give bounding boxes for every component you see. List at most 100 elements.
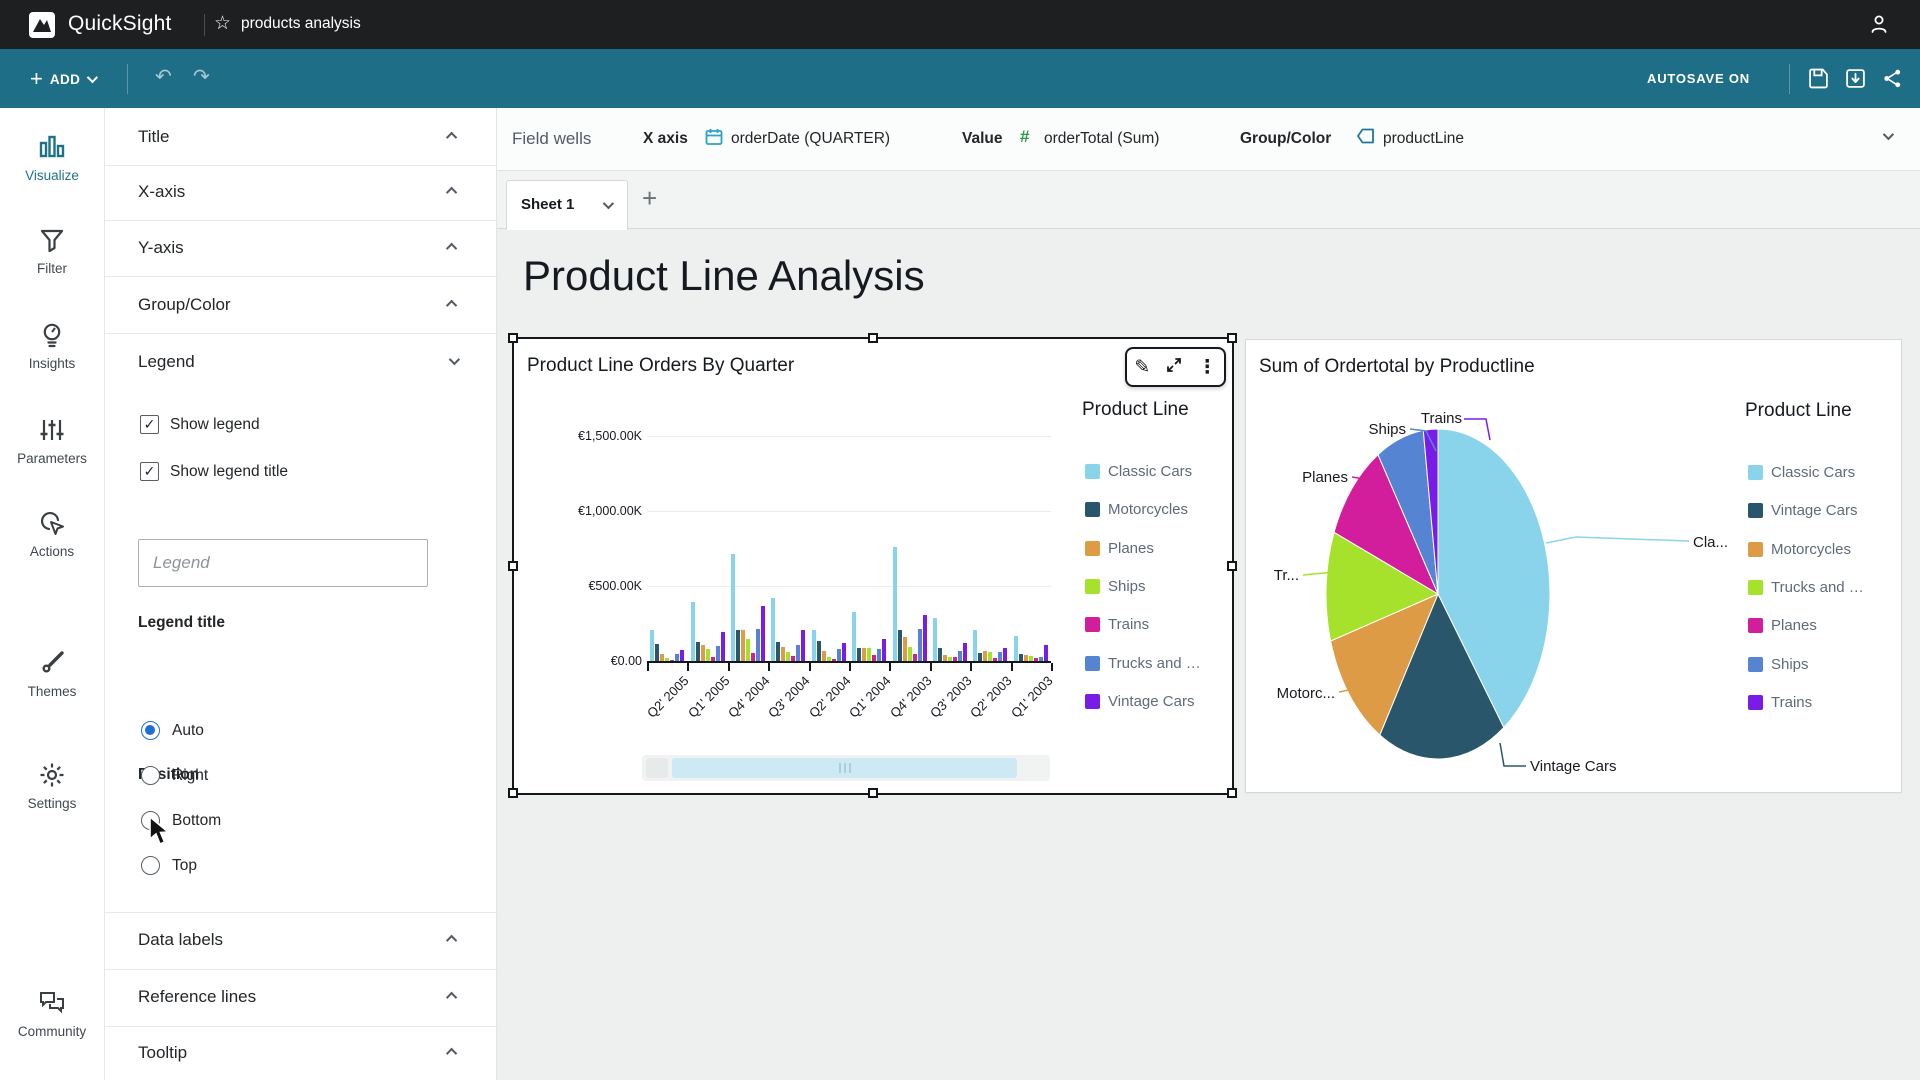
bar-classic-cars[interactable] xyxy=(771,598,776,661)
bar-ships[interactable] xyxy=(867,647,872,661)
panel-section-reference-lines[interactable]: Reference lines xyxy=(105,970,497,1026)
bar-classic-cars[interactable] xyxy=(973,629,978,661)
selection-handle[interactable] xyxy=(508,333,518,343)
bar-ships[interactable] xyxy=(947,656,952,661)
bar-legend-item[interactable]: Trains xyxy=(1085,616,1149,633)
bar-motorcycles[interactable] xyxy=(735,629,740,661)
bar-motorcycles[interactable] xyxy=(1018,654,1023,661)
bar-vintage-cars[interactable] xyxy=(882,638,887,661)
selection-handle[interactable] xyxy=(868,333,878,343)
save-icon[interactable] xyxy=(1808,68,1829,94)
field-wells-bar[interactable]: Field wells X axis orderDate (QUARTER) Val… xyxy=(497,108,1920,171)
share-icon[interactable] xyxy=(1882,68,1903,94)
add-button[interactable]: + ADD xyxy=(30,63,99,95)
bar-planes[interactable] xyxy=(781,646,786,661)
panel-section-x-axis[interactable]: X-axis xyxy=(105,165,497,221)
pie-legend-item[interactable]: Classic Cars xyxy=(1748,464,1855,481)
pie-chart-title[interactable]: Sum of Ordertotal by Productline xyxy=(1259,356,1535,377)
user-profile-icon[interactable] xyxy=(1868,13,1890,40)
pie-legend-item[interactable]: Ships xyxy=(1748,656,1809,673)
selection-handle[interactable] xyxy=(1227,561,1237,571)
panel-section-group-color[interactable]: Group/Color xyxy=(105,278,497,334)
bar-trains[interactable] xyxy=(912,654,917,661)
field-wells-expand-chevron-icon[interactable] xyxy=(1882,128,1895,141)
pie-slice-motorcycles[interactable] xyxy=(1330,593,1439,736)
bar-trucks-and-[interactable] xyxy=(957,650,962,661)
bar-legend-item[interactable]: Motorcycles xyxy=(1085,501,1188,518)
bar-trucks-and-[interactable] xyxy=(917,628,922,661)
pie-legend-item[interactable]: Motorcycles xyxy=(1748,541,1851,558)
bar-ships[interactable] xyxy=(1028,655,1033,661)
bar-ships[interactable] xyxy=(705,649,710,661)
edit-pencil-icon[interactable]: ✎ xyxy=(1134,356,1151,378)
bar-classic-cars[interactable] xyxy=(892,547,897,661)
quicksight-logo-icon[interactable] xyxy=(29,12,55,38)
bar-ships[interactable] xyxy=(665,658,670,661)
bar-vintage-cars[interactable] xyxy=(1043,644,1048,661)
analysis-name[interactable]: products analysis xyxy=(241,15,361,32)
bar-planes[interactable] xyxy=(821,650,826,661)
pie-slice-classic-cars[interactable] xyxy=(1437,428,1551,729)
bar-motorcycles[interactable] xyxy=(776,642,781,661)
bar-motorcycles[interactable] xyxy=(857,647,862,661)
bar-ships[interactable] xyxy=(988,652,993,661)
selection-handle[interactable] xyxy=(508,561,518,571)
bar-ships[interactable] xyxy=(826,657,831,661)
radio-position-top[interactable] xyxy=(141,856,160,875)
selection-handle[interactable] xyxy=(1227,333,1237,343)
bar-classic-cars[interactable] xyxy=(852,611,857,661)
bar-vintage-cars[interactable] xyxy=(962,643,967,661)
bar-vintage-cars[interactable] xyxy=(841,643,846,661)
bar-legend-item[interactable]: Vintage Cars xyxy=(1085,693,1194,710)
sidebar-item-visualize[interactable]: Visualize xyxy=(0,133,104,185)
bar-planes[interactable] xyxy=(660,653,665,661)
legend-title-input[interactable] xyxy=(138,539,428,587)
sidebar-item-filter[interactable]: Filter xyxy=(0,226,104,278)
bar-planes[interactable] xyxy=(942,655,947,661)
sidebar-item-insights[interactable]: Insights xyxy=(0,321,104,373)
expand-icon[interactable] xyxy=(1165,356,1183,379)
bar-classic-cars[interactable] xyxy=(730,553,735,661)
sheet-tab[interactable]: Sheet 1 xyxy=(506,180,628,230)
bar-ships[interactable] xyxy=(907,646,912,661)
bar-planes[interactable] xyxy=(862,648,867,661)
panel-section-data-labels[interactable]: Data labels xyxy=(105,913,497,969)
bar-motorcycles[interactable] xyxy=(695,642,700,661)
bar-legend-item[interactable]: Classic Cars xyxy=(1085,463,1192,480)
bar-legend-item[interactable]: Ships xyxy=(1085,578,1146,595)
bar-trains[interactable] xyxy=(670,659,675,661)
bar-classic-cars[interactable] xyxy=(932,617,937,661)
bar-planes[interactable] xyxy=(1023,655,1028,661)
sidebar-item-parameters[interactable]: Parameters xyxy=(0,416,104,468)
bar-trains[interactable] xyxy=(750,652,755,661)
radio-position-bottom[interactable] xyxy=(141,811,160,830)
field-well-value[interactable]: orderTotal (Sum) xyxy=(1044,130,1160,147)
sidebar-item-community[interactable]: Community xyxy=(0,989,104,1041)
favorite-star-icon[interactable]: ☆ xyxy=(214,13,232,34)
bar-trains[interactable] xyxy=(710,656,715,661)
bar-classic-cars[interactable] xyxy=(650,629,655,661)
pie-legend-item[interactable]: Trains xyxy=(1748,694,1812,711)
bar-trucks-and-[interactable] xyxy=(836,649,841,661)
bar-vintage-cars[interactable] xyxy=(922,615,927,661)
pie-slice-vintage-cars[interactable] xyxy=(1379,592,1505,760)
bar-legend-item[interactable]: Planes xyxy=(1085,540,1154,557)
chart-scrollbar-left-handle[interactable] xyxy=(646,758,668,778)
bar-trucks-and-[interactable] xyxy=(715,646,720,661)
sidebar-item-actions[interactable]: Actions xyxy=(0,509,104,561)
bar-planes[interactable] xyxy=(902,637,907,661)
bar-vintage-cars[interactable] xyxy=(720,631,725,661)
bar-legend-item[interactable]: Trucks and … xyxy=(1085,655,1201,672)
brand-title[interactable]: QuickSight xyxy=(68,12,172,35)
pie-legend-item[interactable]: Vintage Cars xyxy=(1748,502,1857,519)
bar-vintage-cars[interactable] xyxy=(680,649,685,661)
sheet-tab-chevron-icon[interactable] xyxy=(602,197,615,210)
pie-legend-item[interactable]: Trucks and … xyxy=(1748,579,1864,596)
bar-trucks-and-[interactable] xyxy=(675,654,680,661)
bar-trucks-and-[interactable] xyxy=(796,644,801,661)
radio-position-auto[interactable] xyxy=(141,721,160,740)
panel-section-title[interactable]: Title xyxy=(105,110,497,166)
field-well-value[interactable]: orderDate (QUARTER) xyxy=(731,130,891,147)
pie-slice-planes[interactable] xyxy=(1333,453,1440,596)
export-icon[interactable] xyxy=(1845,68,1866,94)
